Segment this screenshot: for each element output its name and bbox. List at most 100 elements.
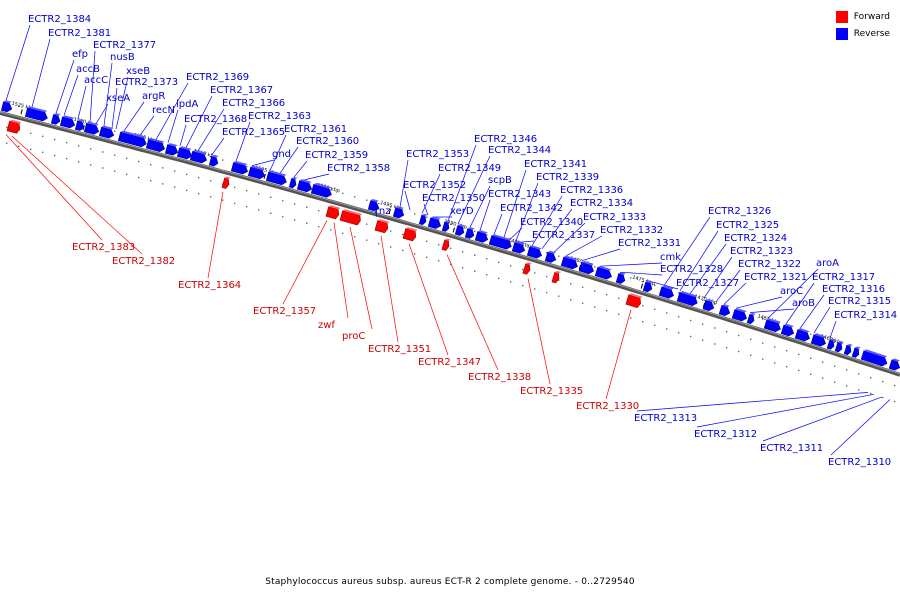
reverse-gene-arrow-top [313,183,332,189]
reverse-gene-arrow [544,251,557,263]
forward-label-leader [527,278,551,385]
guide-dot [234,202,236,205]
scale-tick-mark [578,264,582,270]
reverse-label-leader [139,115,155,136]
reverse-label-leader [103,62,113,126]
guide-dot [18,105,20,107]
reverse-gene-label: ECTR2_1321 [744,272,807,283]
guide-dot [426,240,428,242]
reverse-label-leader [679,230,719,291]
reverse-gene-label: ECTR2_1328 [660,264,723,275]
guide-dot [822,361,824,363]
reverse-label-leader [423,203,429,216]
guide-dot [858,373,860,375]
legend-item-forward: Forward [835,8,890,25]
forward-gene-label: ECTR2_1335 [520,386,583,397]
reverse-gene-arrow [810,334,826,347]
forward-gene-label: proC [342,331,365,342]
guide-dot [102,151,104,153]
reverse-gene-feature [427,216,442,229]
guide-dot [558,295,560,297]
reverse-gene-arrow-top [268,170,287,177]
reverse-gene-feature [594,265,612,280]
scale-tick-mark [388,208,391,214]
reverse-gene-feature [560,255,578,270]
guide-dot [174,186,176,188]
forward-gene-label: ECTR2_1347 [418,357,481,368]
reverse-gene-arrow-top [491,234,512,241]
label-leader-lines [5,24,891,456]
guide-dot [294,219,296,221]
reverse-label-leader [469,185,491,228]
reverse-gene-arrow-top [291,176,298,180]
guide-dot [450,247,452,249]
reverse-gene-label: ECTR2_1324 [724,233,787,244]
forward-gene-arrow-top [224,176,231,179]
guide-dot [618,297,620,299]
reverse-gene-label: ECTR2_1340 [520,217,583,228]
forward-gene-arrow-top [628,293,643,299]
guide-dot [18,145,20,147]
forward-gene-feature [374,219,390,234]
reverse-gene-arrow [826,339,835,350]
reverse-gene-arrow-top [749,312,756,316]
guide-dot [714,327,716,329]
reverse-gene-arrow-top [167,143,178,147]
reverse-gene-label: ECTR2_1342 [500,203,563,214]
reverse-label-leader [115,76,129,130]
guide-dot [30,148,32,151]
reverse-gene-arrow-top [514,240,525,245]
reverse-label-leader [509,227,523,240]
reverse-label-leader [5,24,31,101]
reverse-gene-feature [851,346,861,358]
forward-gene-feature [221,176,231,189]
scale-tick-mark [263,173,266,179]
reverse-label-leader [829,320,837,339]
reverse-gene-feature [658,285,674,299]
forward-gene-feature [6,119,22,134]
guide-dot [666,328,668,330]
reverse-gene-label: nusB [110,52,135,63]
guide-dot [498,277,500,280]
reverse-gene-arrow [310,184,332,198]
reverse-gene-label: ECTR2_1365 [222,127,285,138]
guide-dot [810,333,812,335]
reverse-gene-arrow [560,256,578,270]
guide-dot [546,275,548,278]
guide-dot [462,251,464,253]
guide-dot [666,312,668,314]
reverse-gene-feature [731,308,747,322]
reverse-gene-feature [418,213,428,226]
guide-dot [330,189,332,191]
reverse-label-leader [762,396,883,442]
guide-dot [222,199,224,201]
reverse-gene-arrow-top [430,216,441,220]
reverse-gene-label: ECTR2_1314 [834,310,897,321]
scale-tick-label: 1515 kbp [133,132,157,144]
reverse-gene-feature [464,227,475,239]
guide-dot [762,358,764,360]
reverse-label-leader [663,216,711,286]
guide-dot [594,290,596,292]
scale-tick: 1525 kbp [11,101,35,115]
reverse-gene-feature [441,220,451,232]
guide-dot [558,255,560,257]
guide-dot [858,349,860,351]
guide-dot [618,313,620,315]
reverse-gene-feature [860,349,888,367]
guide-dot [210,156,212,158]
legend-swatch-forward [835,10,848,23]
reverse-gene-arrow [843,344,852,356]
reverse-gene-arrow [367,200,380,212]
guide-dot [150,180,152,182]
guide-dot [294,203,296,205]
reverse-gene-label: ECTR2_1384 [28,14,91,25]
guide-dot [426,216,428,218]
guide-dot [78,145,80,147]
reverse-gene-label: ECTR2_1353 [406,149,469,160]
reverse-gene-label: ECTR2_1334 [570,198,633,209]
scale-tick-mark [640,283,644,289]
reverse-gene-label: ECTR2_1373 [115,77,178,88]
guide-dot [534,288,536,290]
reverse-label-leader [479,199,491,231]
